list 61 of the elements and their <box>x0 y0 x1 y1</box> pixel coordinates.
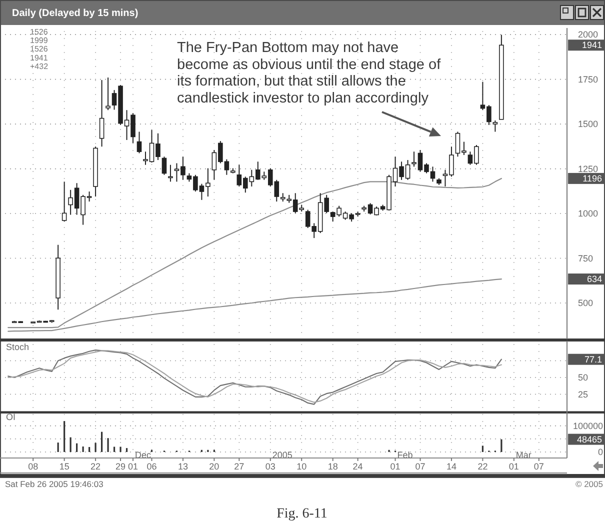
chart-title: Stoch <box>6 342 30 352</box>
candlestick <box>136 131 142 154</box>
text: 1196 <box>582 173 602 184</box>
x-tick-label: 08 <box>28 462 38 472</box>
annotation: 1526 <box>30 28 48 36</box>
y-tick-label: 0 <box>598 447 603 457</box>
y-tick-label: 750 <box>578 253 594 264</box>
x-tick-label: 22 <box>478 462 488 472</box>
x-tick-label: 01 <box>508 462 519 472</box>
x-tick-label: 01 <box>390 462 400 472</box>
annotation: its formation, but that still allows the <box>177 74 406 90</box>
annotation: 1941 <box>30 53 48 62</box>
annotation: Feb <box>397 450 413 460</box>
annotation: 1526 <box>30 44 48 54</box>
annotation: become as obvious until the end stage of <box>177 56 442 73</box>
text: 77.1 <box>584 354 602 364</box>
text: 1941 <box>582 40 602 50</box>
x-tick-label: 03 <box>265 462 276 472</box>
chart-title: OI <box>6 412 16 422</box>
text: © 2005 <box>575 479 604 489</box>
y-tick-label: 1500 <box>578 119 598 130</box>
x-tick-label: 27 <box>234 462 244 472</box>
x-tick-label: 14 <box>446 462 456 472</box>
y-tick-label: 500 <box>578 298 594 308</box>
x-tick-label: 07 <box>415 462 426 472</box>
x-tick-label: 01 <box>128 462 138 472</box>
x-tick-label: 20 <box>209 462 220 472</box>
x-tick-label: 22 <box>90 462 101 472</box>
candlestick <box>62 181 67 222</box>
y-tick-label: 1750 <box>578 74 598 84</box>
caption: Fig. 6-11 <box>276 506 328 522</box>
x-tick-label: 15 <box>59 462 70 472</box>
y-tick-label: 25 <box>578 389 588 400</box>
x-tick-label: 18 <box>328 462 338 472</box>
annotation: Mar <box>516 450 532 460</box>
y-tick-label: 1250 <box>578 164 598 174</box>
candlestick <box>492 120 498 132</box>
candlestick <box>99 80 104 148</box>
x-tick-label: 07 <box>534 462 544 472</box>
annotation: Dec <box>135 450 152 460</box>
x-tick-label: 06 <box>146 462 157 472</box>
y-tick-label: 100000 <box>572 420 603 431</box>
annotation: 2005 <box>272 450 292 460</box>
annotation: +432 <box>30 62 49 71</box>
x-tick-label: 10 <box>296 462 307 472</box>
candlestick <box>162 156 167 176</box>
annotation: The Fry-Pan Bottom may not have <box>177 40 399 56</box>
text: 48465 <box>576 434 602 444</box>
annotation: 1999 <box>30 36 48 46</box>
text: Sat Feb 26 2005 19:46:03 <box>5 479 104 489</box>
text: 634 <box>586 274 602 284</box>
annotation: candlestick investor to plan accordingly <box>177 90 430 106</box>
candlestick <box>168 164 173 182</box>
chart-title: Daily (Delayed by 15 mins) <box>12 8 138 19</box>
x-tick-label: 13 <box>178 462 188 472</box>
y-tick-label: 1000 <box>578 208 598 219</box>
x-tick-label: 29 <box>116 462 126 472</box>
candlestick <box>106 77 110 111</box>
y-tick-label: 2000 <box>578 30 598 40</box>
x-tick-label: 24 <box>352 462 363 472</box>
y-tick-label: 50 <box>578 372 588 382</box>
